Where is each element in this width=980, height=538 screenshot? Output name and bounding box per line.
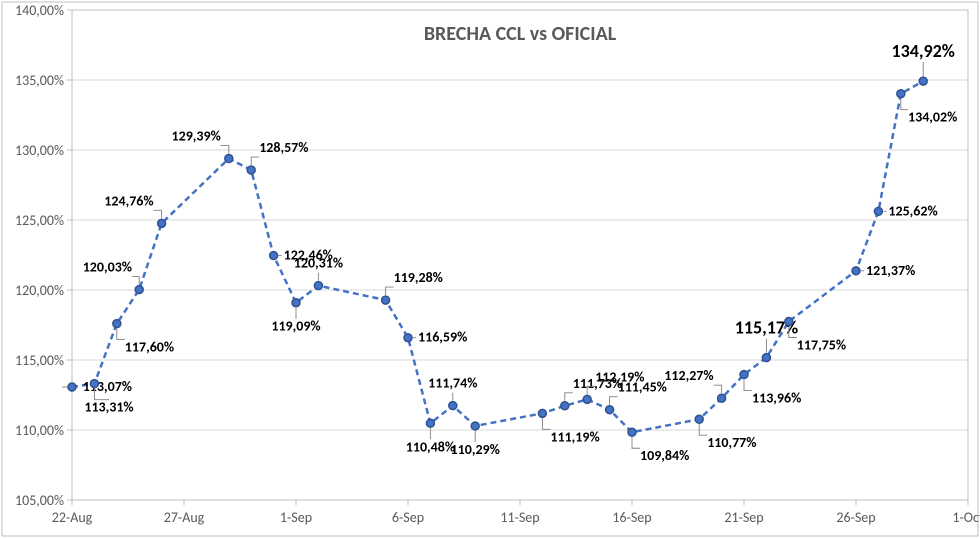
data-point <box>471 422 479 430</box>
data-label: 134,02% <box>908 109 957 126</box>
data-point <box>247 166 255 174</box>
x-tick-label: 11-Sep <box>500 509 539 526</box>
data-point <box>897 90 905 98</box>
data-label: 128,57% <box>259 139 308 156</box>
data-point <box>135 286 143 294</box>
label-leader <box>132 277 139 285</box>
y-tick-label: 105,00% <box>15 492 64 509</box>
label-leader <box>154 210 162 218</box>
data-point <box>919 77 927 85</box>
data-point <box>606 406 614 414</box>
data-point <box>225 155 233 163</box>
y-tick-label: 140,00% <box>15 2 64 19</box>
data-point <box>561 402 569 410</box>
data-label: 109,84% <box>640 447 689 464</box>
data-label: 113,07% <box>83 378 132 395</box>
data-point <box>538 409 546 417</box>
data-label: 117,60% <box>125 339 174 356</box>
data-label: 111,19% <box>550 428 599 445</box>
x-tick-label: 16-Sep <box>612 509 651 526</box>
y-tick-label: 125,00% <box>15 212 64 229</box>
data-label: 113,31% <box>84 399 133 416</box>
y-tick-label: 130,00% <box>15 142 64 159</box>
data-point <box>314 282 322 290</box>
chart-container: 105,00% 110,00% 115,00% 120,00% 125,00% 130,0… <box>0 0 980 538</box>
x-tick-label: 22-Aug <box>52 509 93 526</box>
data-label: 111,74% <box>428 375 477 392</box>
data-point <box>113 320 121 328</box>
data-point <box>628 428 636 436</box>
y-tick-label: 120,00% <box>15 282 64 299</box>
data-label: 110,77% <box>707 434 756 451</box>
y-tick-label: 115,00% <box>15 352 64 369</box>
data-point <box>292 299 300 307</box>
data-label: 119,09% <box>271 318 320 335</box>
y-tick-label: 135,00% <box>15 72 64 89</box>
label-leader <box>714 385 722 393</box>
data-point <box>270 252 278 260</box>
data-label: 121,37% <box>866 262 915 279</box>
label-leader <box>386 287 394 295</box>
y-tick-label: 110,00% <box>15 422 64 439</box>
chart-title: BRECHA CCL vs OFICIAL <box>424 22 617 46</box>
x-tick-label: 27-Aug <box>164 509 205 526</box>
label-leader <box>610 397 618 405</box>
data-point <box>426 419 434 427</box>
label-leader <box>251 157 259 165</box>
data-label: 119,28% <box>394 269 443 286</box>
data-label: 113,96% <box>752 390 801 407</box>
label-leader <box>901 99 908 110</box>
x-tick-label: 1-Oct <box>952 509 980 526</box>
data-point <box>695 415 703 423</box>
data-point <box>583 395 591 403</box>
label-leader <box>744 380 752 391</box>
data-point <box>404 334 412 342</box>
data-point <box>874 207 882 215</box>
data-point <box>740 371 748 379</box>
data-point <box>785 318 793 326</box>
data-label: 129,39% <box>172 128 221 145</box>
data-point <box>90 380 98 388</box>
data-point <box>449 402 457 410</box>
data-point <box>68 383 76 391</box>
data-label: 111,45% <box>618 379 667 396</box>
label-leader <box>542 418 550 429</box>
x-tick-label: 6-Sep <box>392 509 424 526</box>
data-label: 124,76% <box>104 192 153 209</box>
x-tick-label: 26-Sep <box>836 509 875 526</box>
brecha-chart: 105,00% 110,00% 115,00% 120,00% 125,00% 130,0… <box>0 0 980 538</box>
data-point <box>718 394 726 402</box>
data-label: 117,75% <box>797 337 846 354</box>
data-point <box>852 267 860 275</box>
data-label: 110,29% <box>451 441 500 458</box>
data-point <box>158 219 166 227</box>
data-label: 110,48% <box>406 438 455 455</box>
data-label: 125,62% <box>888 202 937 219</box>
x-tick-label: 21-Sep <box>724 509 763 526</box>
data-point <box>382 296 390 304</box>
label-leader <box>117 329 125 340</box>
x-tick-label: 1-Sep <box>280 509 312 526</box>
data-label: 112,27% <box>664 367 713 384</box>
plot-border <box>72 10 968 500</box>
data-label: 134,92% <box>892 40 955 62</box>
data-point <box>762 354 770 362</box>
label-leader <box>632 437 640 448</box>
label-leader <box>565 393 573 401</box>
data-label: 120,03% <box>83 259 132 276</box>
data-label: 120,31% <box>294 255 343 272</box>
data-label: 116,59% <box>418 329 467 346</box>
